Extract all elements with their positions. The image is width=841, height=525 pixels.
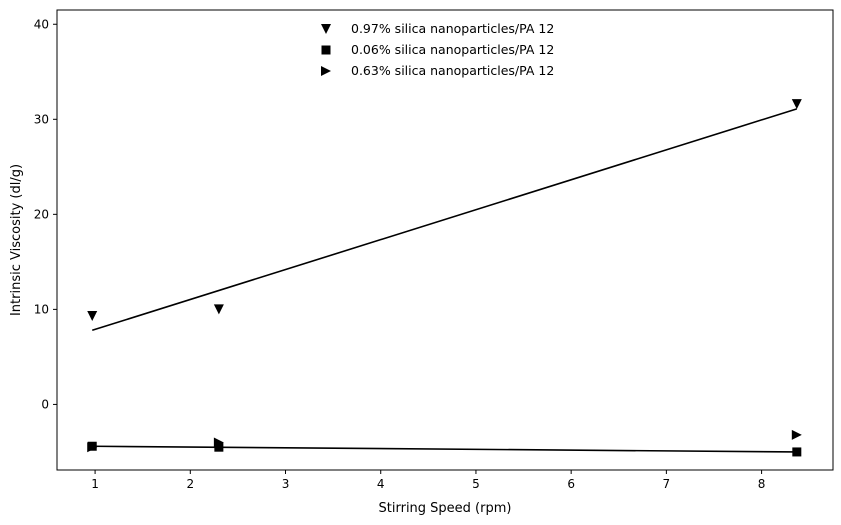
x-tick-label: 2: [186, 477, 194, 491]
y-tick-label: 20: [34, 207, 49, 221]
x-tick-label: 5: [472, 477, 480, 491]
y-axis-label: Intrinsic Viscosity (dl/g): [9, 164, 24, 316]
x-tick-label: 3: [282, 477, 290, 491]
fit-lines: [91, 108, 798, 453]
legend-label: 0.63% silica nanoparticles/PA 12: [351, 63, 554, 78]
data-point: [213, 304, 224, 315]
data-point: [213, 437, 224, 448]
x-axis-ticks: 1 2 3 4 5 6 7 8: [91, 470, 765, 491]
data-point: [87, 442, 98, 453]
legend-marker: [321, 24, 331, 34]
legend-marker: [321, 66, 331, 76]
legend: 0.97% silica nanoparticles/PA 12 0.06% si…: [321, 21, 554, 78]
legend-label: 0.97% silica nanoparticles/PA 12: [351, 21, 554, 36]
fit-line: [91, 108, 798, 332]
fit-line: [92, 445, 797, 453]
data-point: [791, 99, 802, 110]
plot-frame: [56, 9, 834, 471]
x-axis-label: Stirring Speed (rpm): [379, 501, 512, 516]
legend-marker: [321, 45, 331, 55]
data-point: [792, 447, 802, 457]
x-tick-label: 4: [377, 477, 385, 491]
y-tick-label: 40: [34, 17, 49, 31]
data-points: [87, 99, 802, 457]
x-tick-label: 1: [91, 477, 99, 491]
data-point: [214, 442, 224, 452]
y-tick-label: 30: [34, 112, 49, 126]
legend-label: 0.06% silica nanoparticles/PA 12: [351, 42, 554, 57]
x-tick-label: 7: [663, 477, 671, 491]
x-tick-label: 6: [567, 477, 575, 491]
y-tick-label: 0: [41, 397, 49, 411]
x-tick-label: 8: [758, 477, 766, 491]
data-point: [791, 429, 802, 440]
data-point: [87, 311, 98, 322]
y-axis-ticks: 0 10 20 30 40: [34, 17, 57, 411]
y-tick-label: 10: [34, 302, 49, 316]
